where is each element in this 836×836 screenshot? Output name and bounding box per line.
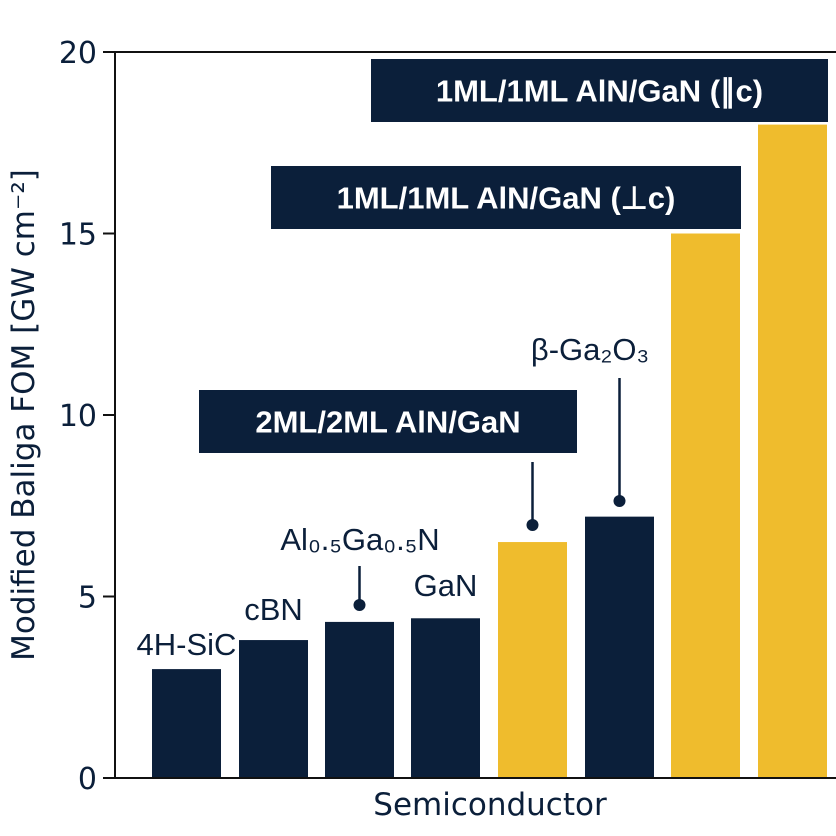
- label-box: [199, 390, 577, 453]
- y-tick-label: 15: [59, 218, 97, 253]
- bars-layer: [152, 124, 827, 779]
- bar: [671, 233, 740, 778]
- bar-label: GaN: [414, 568, 478, 603]
- y-ticks: 0 5 10 15 20: [59, 36, 115, 797]
- bar: [498, 542, 567, 778]
- bar: [152, 669, 221, 778]
- label-box: [271, 166, 741, 229]
- y-tick-label: 20: [59, 36, 97, 71]
- bar-label: β-Ga₂O₃: [531, 332, 649, 367]
- x-axis-title: Semiconductor: [373, 787, 607, 823]
- label-pointer-dot: [526, 519, 539, 531]
- boxed-bar-label: 2ML/2ML AlN/GaN: [255, 405, 520, 440]
- bar-label: 4H-SiC: [137, 627, 237, 662]
- bar: [585, 516, 654, 778]
- y-axis-title: Modified Baliga FOM [GW cm⁻²]: [6, 169, 42, 661]
- bar: [239, 640, 308, 778]
- bar-label: Al₀.₅Ga₀.₅N: [280, 522, 439, 557]
- label-pointer-dot: [613, 495, 626, 507]
- bar: [758, 124, 827, 779]
- bar: [411, 618, 480, 778]
- y-tick-label: 10: [59, 399, 97, 434]
- label-pointer-dot: [353, 599, 366, 611]
- bar-label: cBN: [244, 592, 303, 627]
- y-tick-label: 0: [78, 762, 97, 797]
- label-box: [371, 59, 828, 122]
- boxed-bar-label: 1ML/1ML AlN/GaN (∥c): [436, 74, 763, 110]
- y-tick-label: 5: [78, 581, 97, 616]
- boxed-bar-label: 1ML/1ML AlN/GaN (⊥c): [337, 181, 676, 216]
- bar: [325, 621, 394, 778]
